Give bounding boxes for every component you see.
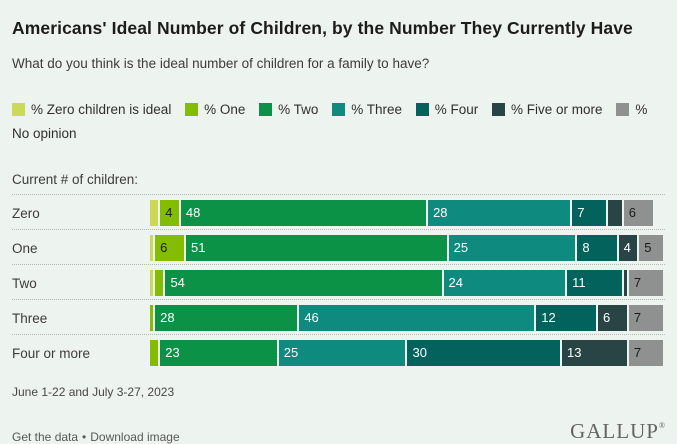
gallup-logo: GALLUP® bbox=[570, 419, 665, 444]
bar-segment[interactable]: 8 bbox=[577, 235, 617, 262]
bar-segment[interactable]: 6 bbox=[598, 305, 627, 332]
legend-label: % Five or more bbox=[511, 101, 603, 117]
download-image-link[interactable]: Download image bbox=[90, 430, 180, 444]
bar: 6 51 25 8 4 5 bbox=[150, 235, 665, 262]
group-label: Current # of children: bbox=[12, 172, 139, 188]
legend-item: % Five or more bbox=[492, 102, 603, 117]
chart-row: Zero 4 48 28 7 6 bbox=[12, 194, 665, 229]
bar-segment[interactable]: 6 bbox=[623, 200, 653, 227]
legend-label: % Three bbox=[351, 101, 402, 117]
bar-segment[interactable]: 25 bbox=[448, 235, 576, 262]
legend-swatch-icon bbox=[492, 102, 506, 116]
row-label: Zero bbox=[12, 205, 40, 221]
bar: 23 25 30 13 7 bbox=[150, 340, 665, 367]
stacked-bar-chart: Zero 4 48 28 7 6 One 6 51 25 8 4 5 Two 54 24 11 7 Three 28 4… bbox=[12, 194, 665, 369]
gallup-wordmark: GALLUP bbox=[570, 419, 659, 444]
legend-label: % Two bbox=[278, 101, 319, 117]
date-note: June 1-22 and July 3-27, 2023 bbox=[12, 385, 175, 400]
bar-segment[interactable] bbox=[150, 270, 154, 297]
bar-segment[interactable] bbox=[150, 340, 159, 367]
chart-row: Four or more 23 25 30 13 7 bbox=[12, 334, 665, 369]
bar-segment[interactable]: 7 bbox=[628, 270, 663, 297]
bar-segment[interactable]: 54 bbox=[165, 270, 442, 297]
bar-segment[interactable]: 12 bbox=[536, 305, 597, 332]
bar-segment[interactable]: 7 bbox=[572, 200, 607, 227]
chart-row: One 6 51 25 8 4 5 bbox=[12, 229, 665, 264]
legend-swatch-icon bbox=[259, 102, 273, 116]
bar-segment[interactable] bbox=[608, 200, 622, 227]
registered-mark: ® bbox=[658, 421, 665, 431]
page-title: Americans' Ideal Number of Children, by … bbox=[12, 18, 633, 38]
bar-segment[interactable]: 13 bbox=[561, 340, 627, 367]
bar-segment[interactable]: 7 bbox=[628, 340, 663, 367]
row-label: Three bbox=[12, 310, 48, 326]
legend-label: % Zero children is ideal bbox=[31, 101, 172, 117]
bar-segment[interactable] bbox=[150, 235, 154, 262]
bar-segment[interactable]: 28 bbox=[155, 305, 298, 332]
bar-segment[interactable] bbox=[155, 270, 164, 297]
bar-segment[interactable]: 4 bbox=[618, 235, 638, 262]
legend-item: % Three bbox=[332, 102, 402, 117]
legend-item: % Four bbox=[415, 101, 479, 117]
bar-segment[interactable]: 7 bbox=[628, 305, 663, 332]
legend-item: % No opinion bbox=[12, 102, 647, 141]
footer-links: Get the data • Download image bbox=[12, 430, 180, 444]
link-separator: • bbox=[82, 430, 87, 444]
row-label: Two bbox=[12, 275, 37, 291]
legend-label: % No opinion bbox=[12, 101, 648, 141]
footer: Get the data • Download image GALLUP® bbox=[12, 419, 665, 444]
bar-segment[interactable]: 11 bbox=[567, 270, 622, 297]
legend-swatch-icon bbox=[332, 102, 346, 116]
legend-item: % Two bbox=[259, 102, 318, 117]
bar: 4 48 28 7 6 bbox=[150, 200, 665, 227]
bar-segment[interactable]: 46 bbox=[299, 305, 535, 332]
bar-segment[interactable]: 28 bbox=[428, 200, 571, 227]
bar-segment[interactable]: 30 bbox=[407, 340, 560, 367]
legend-item: % Zero children is ideal bbox=[12, 102, 171, 117]
chart-row: Three 28 46 12 6 7 bbox=[12, 299, 665, 334]
legend-swatch-icon bbox=[415, 102, 429, 116]
bar-segment[interactable] bbox=[623, 270, 627, 297]
legend-label: % One bbox=[204, 101, 246, 117]
bar-segment[interactable]: 48 bbox=[180, 200, 427, 227]
bar: 54 24 11 7 bbox=[150, 270, 665, 297]
legend: % Zero children is ideal % One % Two % T… bbox=[12, 98, 665, 145]
legend-swatch-icon bbox=[185, 102, 199, 116]
bar-segment[interactable]: 23 bbox=[160, 340, 277, 367]
legend-swatch-icon bbox=[616, 102, 630, 116]
survey-question: What do you think is the ideal number of… bbox=[12, 56, 430, 72]
row-label: Four or more bbox=[12, 345, 91, 361]
legend-item: % One bbox=[185, 102, 245, 117]
bar-segment[interactable]: 4 bbox=[160, 200, 179, 227]
bar-segment[interactable] bbox=[150, 200, 159, 227]
legend-label: % Four bbox=[434, 101, 479, 117]
bar-segment[interactable]: 25 bbox=[278, 340, 406, 367]
bar-segment[interactable]: 5 bbox=[639, 235, 663, 262]
legend-swatch-icon bbox=[12, 102, 25, 116]
bar-segment[interactable]: 51 bbox=[186, 235, 447, 262]
bar-segment[interactable]: 6 bbox=[155, 235, 185, 262]
chart-row: Two 54 24 11 7 bbox=[12, 264, 665, 299]
get-data-link[interactable]: Get the data bbox=[12, 430, 79, 444]
bar-segment[interactable]: 24 bbox=[443, 270, 566, 297]
bar: 28 46 12 6 7 bbox=[150, 305, 665, 332]
bar-segment[interactable] bbox=[150, 305, 154, 332]
row-label: One bbox=[12, 240, 38, 256]
